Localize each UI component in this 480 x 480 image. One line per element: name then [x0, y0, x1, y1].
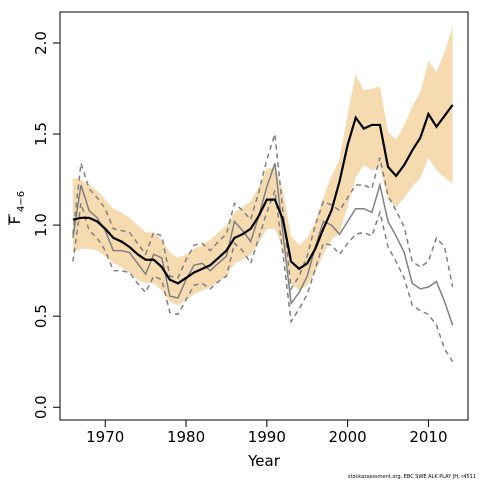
footnote: stockassessment.org, EBC SWE ALK PLAY JH…: [348, 474, 476, 480]
y-label-main: F: [6, 216, 24, 225]
y-tick-label: 1.0: [32, 213, 50, 237]
y-tick-label: 0.0: [32, 395, 50, 419]
series-line: [72, 133, 454, 292]
confidence-band: [72, 26, 453, 306]
x-tick-label: 1970: [86, 428, 124, 446]
y-axis-label: F 4−6: [6, 191, 27, 225]
plot-frame: [59, 11, 469, 421]
x-tick-label: 1990: [248, 428, 286, 446]
y-label-sub: 4−6: [16, 191, 27, 212]
y-tick-label: 2.0: [32, 31, 50, 55]
series-line: [72, 190, 454, 363]
y-tick-label: 1.5: [32, 122, 50, 146]
x-tick-label: 2000: [329, 428, 367, 446]
x-tick-label: 1980: [167, 428, 205, 446]
x-axis-label: Year: [247, 452, 281, 470]
plot-area: [72, 26, 454, 363]
x-tick-label: 2010: [409, 428, 447, 446]
series-line: [72, 104, 454, 285]
y-tick-label: 0.5: [32, 304, 50, 328]
series-line: [72, 162, 454, 326]
